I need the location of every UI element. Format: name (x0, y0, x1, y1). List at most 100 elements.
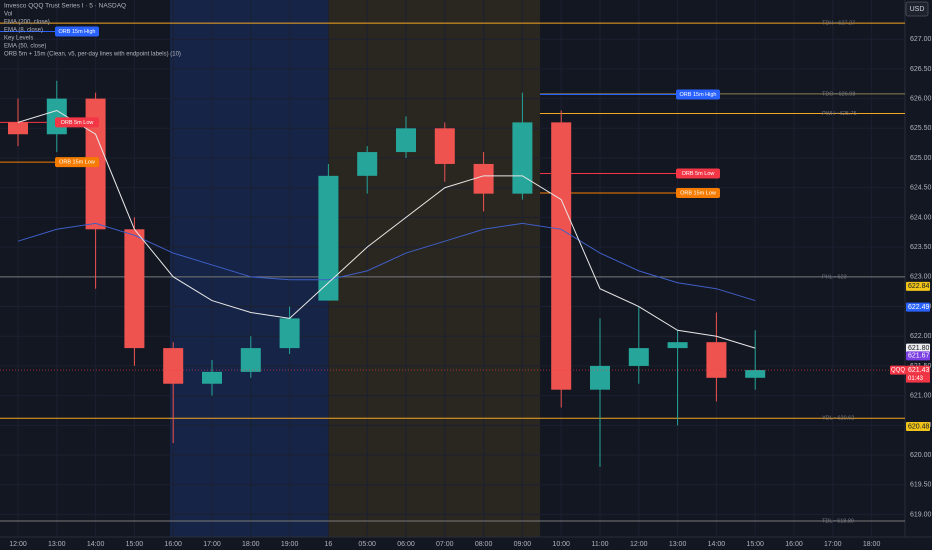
key-level-label: TDO • 626.08 (822, 91, 855, 97)
price-badge-label: 621.80 (908, 345, 930, 352)
x-tick-label: 18:00 (863, 541, 881, 548)
x-tick-label: 17:00 (824, 541, 842, 548)
price-badge (906, 281, 930, 291)
x-tick-label: 12:00 (630, 541, 648, 548)
currency-button[interactable] (905, 1, 929, 17)
y-tick-label: 625.50 (910, 125, 932, 132)
price-badge-label: 620.48 (908, 423, 930, 430)
x-tick-label: 05:00 (358, 541, 376, 548)
candle-body (590, 365, 610, 390)
price-badge (906, 302, 930, 312)
chart-title: Invesco QQQ Trust Series I · 5 · NASDAQ (4, 3, 126, 10)
ema-line (17, 222, 756, 302)
x-tick-label: 09:00 (514, 541, 532, 548)
legend-item: Vol (4, 12, 12, 18)
x-tick-label: 08:00 (475, 541, 493, 548)
key-level-label: YDL • 620.62 (822, 416, 854, 422)
legend-item: ORB 5m + 15m (Clean, v5, per-day lines w… (4, 52, 181, 58)
countdown-badge (906, 374, 930, 383)
pre-market-shade (328, 0, 540, 537)
x-tick-label: 06:00 (397, 541, 415, 548)
orb-badge (676, 168, 720, 179)
candle-body (551, 122, 572, 390)
x-tick-label: 13:00 (669, 541, 687, 548)
candle-body (124, 229, 145, 349)
x-tick-label: 14:00 (708, 541, 726, 548)
y-tick-label: 621.00 (910, 392, 932, 399)
x-tick-label: 07:00 (436, 541, 454, 548)
y-tick-label: 626.50 (910, 66, 932, 73)
key-level-label: TDH • 627.27 (822, 21, 855, 27)
price-badge (906, 343, 930, 353)
candle-body (240, 348, 261, 372)
legend-item: EMA (200, close) (4, 20, 50, 26)
x-tick-label: 17:00 (203, 541, 221, 548)
candle-body (512, 122, 533, 194)
y-tick-label: 623.00 (910, 274, 932, 281)
orb-label: ORB 5m Low (682, 171, 715, 177)
price-badge (906, 422, 930, 432)
x-tick-label: 19:00 (281, 541, 299, 548)
x-tick-label: 16:00 (785, 541, 803, 548)
key-level-label: PHL • 623 (822, 274, 847, 280)
orb-badge (55, 117, 99, 128)
x-tick-label: 11:00 (592, 541, 609, 548)
key-level-label: PWH • 625.75 (822, 111, 857, 117)
candle-body (434, 128, 455, 164)
key-level-label: TDL • 618.89 (822, 518, 854, 524)
overlay: 619.00619.50620.00620.50621.00621.50622.… (0, 21, 932, 548)
y-tick-label: 619.50 (910, 482, 932, 489)
y-tick-label: 625.00 (910, 155, 932, 162)
y-tick-label: 620.00 (910, 452, 932, 459)
candle-body (745, 370, 766, 378)
y-tick-label: 626.00 (910, 95, 932, 102)
x-tick-label: 15:00 (126, 541, 144, 548)
candle-body (163, 348, 184, 384)
x-tick-label: 16 (325, 541, 333, 548)
orb-label: ORB 15m Low (680, 191, 716, 197)
currency[interactable]: USD (910, 6, 925, 13)
candle-body (628, 348, 649, 366)
orb-badge (676, 89, 720, 100)
candle-body (8, 122, 28, 135)
orb-badge (55, 157, 99, 168)
price-badge-label: 621.43 (908, 367, 930, 374)
legend-item: Key Levels (4, 36, 33, 42)
candle-body (473, 163, 494, 194)
price-badge-label: 622.84 (908, 283, 930, 290)
price-badge-label: 622.49 (908, 304, 930, 311)
y-tick-label: 624.00 (910, 214, 932, 221)
countdown: 01:43 (908, 376, 924, 382)
orb-badge (55, 26, 99, 37)
plot (0, 22, 905, 522)
candle-body (46, 98, 67, 135)
orb-badge (676, 188, 720, 199)
price-badge (906, 365, 930, 375)
x-tick-label: 10:00 (552, 541, 570, 548)
y-tick-label: 627.00 (910, 36, 932, 43)
orb-label: ORB 15m High (59, 29, 96, 35)
y-tick-label: 623.50 (910, 244, 932, 251)
x-tick-label: 13:00 (48, 541, 66, 548)
x-tick-label: 12:00 (9, 541, 27, 548)
x-tick-label: 15:00 (746, 541, 764, 548)
post-market-shade (170, 0, 328, 537)
price-badge-label: 621.67 (908, 353, 930, 360)
candle-body (667, 342, 688, 349)
x-tick-label: 18:00 (242, 541, 260, 548)
orb-label: ORB 15m High (680, 92, 717, 98)
price-badge (906, 351, 930, 361)
candle-body (279, 318, 300, 349)
candle-body (202, 371, 222, 384)
y-tick-label: 619.00 (910, 511, 932, 518)
candle-body (318, 175, 339, 301)
x-tick-label: 14:00 (87, 541, 105, 548)
legend: Invesco QQQ Trust Series I · 5 · NASDAQ (4, 3, 126, 10)
orb-label: ORB 5m Low (61, 120, 94, 126)
legend-item: EMA (8, close) (4, 28, 43, 34)
candle-body (706, 342, 727, 378)
legend-item: EMA (50, close) (4, 44, 46, 50)
candle-body (357, 152, 378, 176)
symbol-label: QQQ (891, 368, 905, 374)
